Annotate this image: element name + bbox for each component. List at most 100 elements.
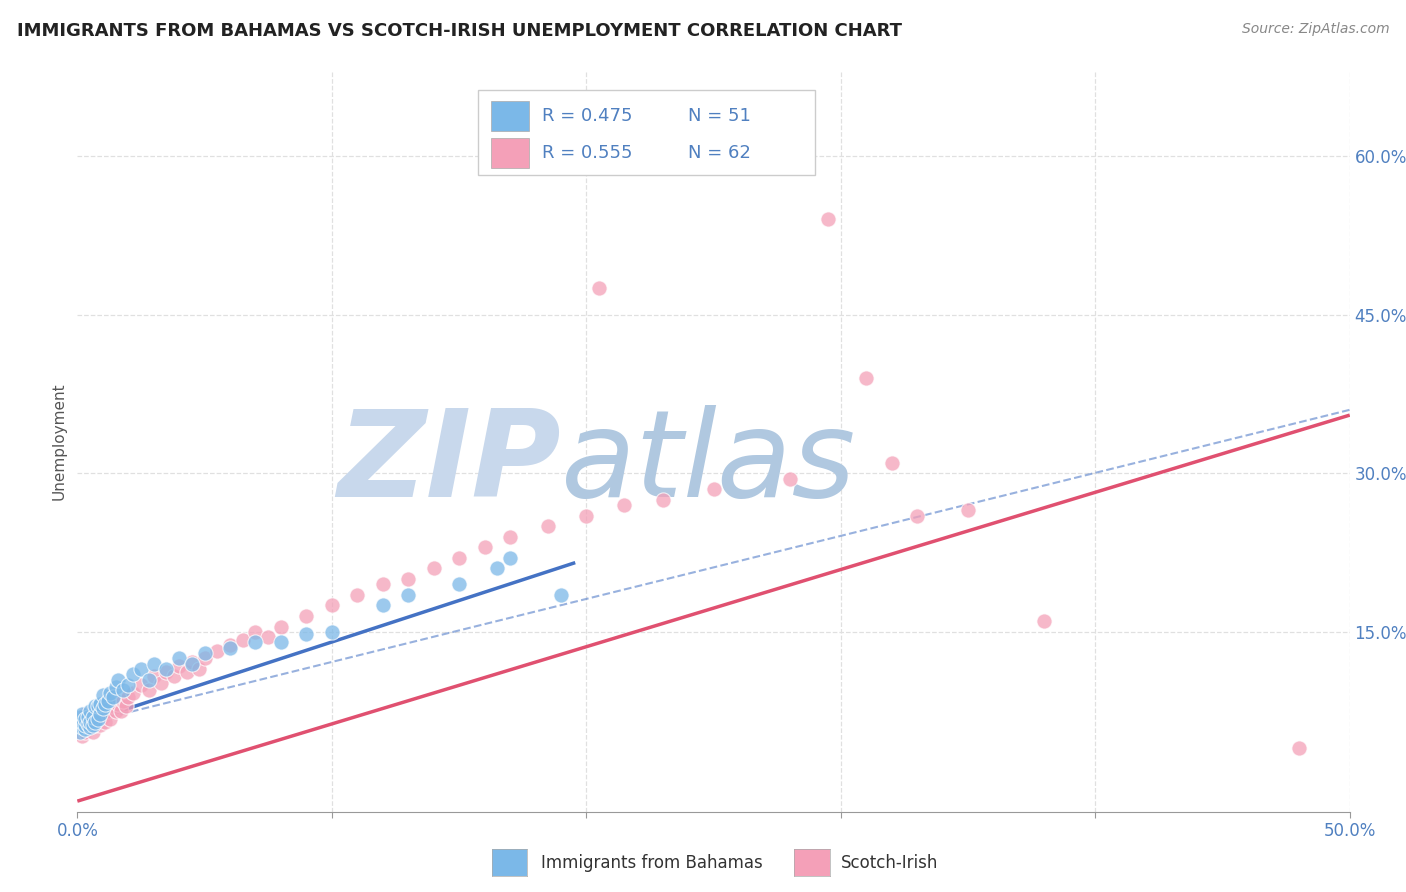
Point [232,633,254,648]
Point [188,662,211,676]
Point [72,707,94,722]
Point [321,624,343,639]
Point [100,686,122,700]
Point [176,665,198,679]
Point [180,655,202,669]
Point [86,698,108,713]
Point [142,657,165,671]
Point [155,665,177,679]
Point [73,712,96,726]
Point [651,492,673,507]
Point [295,609,318,624]
Point [588,281,610,295]
Text: N = 62: N = 62 [688,144,751,161]
Point [76,709,98,723]
Point [76,723,98,737]
Point [245,635,267,649]
Point [112,683,135,698]
Point [84,714,107,729]
Point [142,669,165,683]
Point [104,680,127,694]
Point [94,697,117,711]
FancyBboxPatch shape [491,101,529,130]
Point [79,709,101,723]
Point [112,694,135,708]
Point [69,720,91,734]
Point [101,698,124,713]
Point [449,550,471,565]
Point [86,712,108,726]
Point [651,149,673,163]
Point [449,577,471,591]
Point [110,704,132,718]
Point [104,704,127,718]
Point [117,678,139,692]
Point [613,498,636,512]
Point [91,689,114,703]
Point [270,635,292,649]
Point [122,686,145,700]
Text: ZIP: ZIP [337,405,561,522]
Point [779,472,801,486]
Point [766,128,789,142]
Point [91,709,114,723]
Point [270,619,292,633]
Text: R = 0.555: R = 0.555 [541,144,633,161]
Point [69,709,91,723]
Point [82,709,104,723]
Point [486,561,509,575]
Point [396,588,419,602]
Point [1033,615,1056,629]
Point [321,599,343,613]
Point [101,690,124,705]
Point [79,704,101,718]
Point [207,644,229,658]
Point [219,638,242,652]
Point [84,698,107,713]
Point [295,627,318,641]
Point [82,725,104,739]
Point [72,729,94,743]
Point [114,698,136,713]
Point [82,707,104,722]
Point [905,508,928,523]
Point [163,669,186,683]
Point [72,720,94,734]
Point [499,530,522,544]
Point [575,508,598,523]
Point [396,572,419,586]
Point [817,212,839,227]
Y-axis label: Unemployment: Unemployment [51,383,66,500]
Point [72,712,94,726]
Point [79,714,101,729]
Text: Immigrants from Bahamas: Immigrants from Bahamas [541,855,763,872]
Point [82,718,104,732]
Point [129,678,152,692]
Point [537,519,560,533]
Point [194,651,217,665]
Point [79,720,101,734]
Point [155,662,177,676]
Point [219,640,242,655]
Point [89,697,111,711]
Point [107,697,129,711]
Point [957,503,980,517]
Text: atlas: atlas [561,405,856,522]
Point [257,630,280,644]
Point [76,714,98,729]
Point [167,658,190,673]
Point [73,707,96,722]
Point [474,541,496,555]
Point [194,646,217,660]
Point [371,599,394,613]
Point [73,718,96,732]
Point [84,718,107,732]
Point [79,720,101,734]
Point [69,714,91,729]
Point [69,723,91,737]
Point [167,651,190,665]
Point [703,482,725,496]
Point [245,624,267,639]
Point [69,725,91,739]
Point [1288,741,1310,756]
